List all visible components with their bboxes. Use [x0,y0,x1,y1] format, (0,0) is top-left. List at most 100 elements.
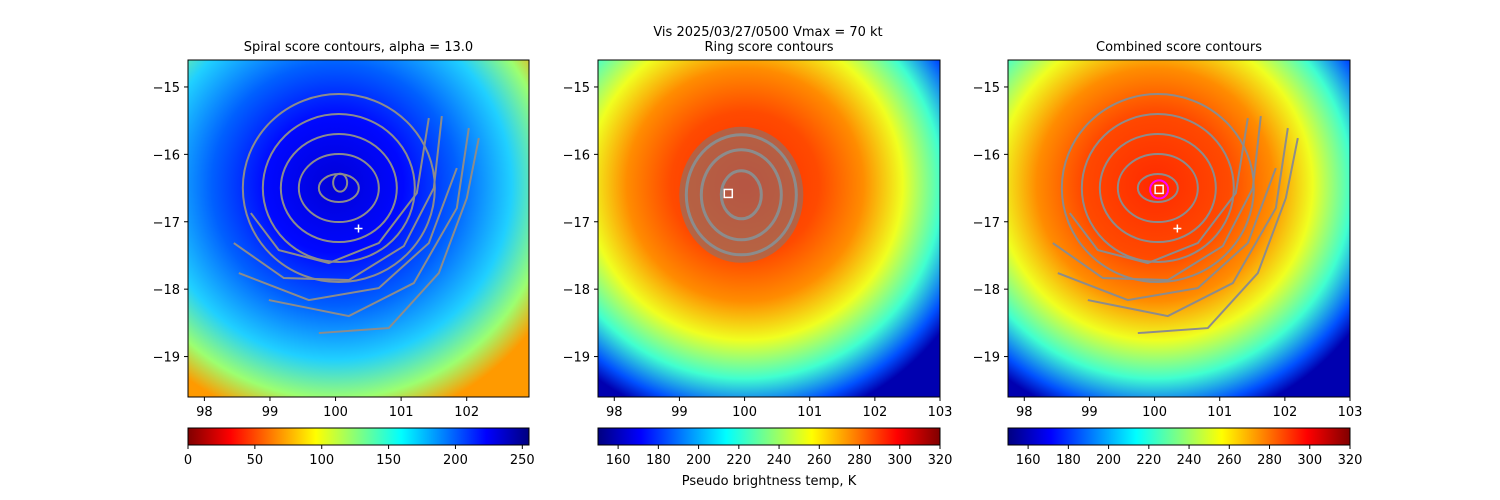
y-tick-label: −17 [973,216,1000,231]
colorbar-tick-label: 260 [807,453,832,468]
contours [1052,93,1299,335]
center-square-marker [723,188,734,199]
ring-score-region [679,126,804,263]
colorbar-tick-label: 260 [1217,453,1242,468]
colorbar-tick-label: 300 [887,453,912,468]
center-plus-marker [1173,224,1182,233]
x-tick-label: 99 [262,405,279,420]
colorbar-tick-label: 220 [726,453,751,468]
x-tick-label: 101 [797,405,822,420]
colorbar [1007,427,1351,446]
colorbar-tick-label: 180 [1056,453,1081,468]
best-center-circle [1149,179,1170,200]
contour-line [1098,133,1217,244]
eye-contour [332,172,349,193]
y-tick-label: −19 [153,351,180,366]
x-tick-label: 102 [862,405,887,420]
colorbar-tick-label: 320 [1338,453,1363,468]
contour-line [1052,115,1262,282]
y-tick-label: −16 [563,148,590,163]
contour-line [318,137,480,335]
contour-line [261,113,416,264]
panel-title: Spiral score contours, alpha = 13.0 [244,40,473,55]
colorbar-tick-label: 240 [1177,453,1202,468]
axes-frame [187,59,530,398]
colorbar-tick-label: 200 [686,453,711,468]
panel-3: Combined score contours 98 99 100 101 102 103 −… [973,40,1363,468]
contour-line [1136,173,1179,204]
center-plus-marker [354,224,363,233]
contour-line [279,133,398,244]
y-tick-label: −15 [153,81,180,96]
y-tick-label: −18 [563,283,590,298]
colorbar-tick-label: 180 [646,453,671,468]
x-tick-label: 103 [928,405,953,420]
contour-line [699,148,783,242]
y-tick-label: −17 [153,216,180,231]
x-tick-label: 101 [389,405,414,420]
colorbar [187,427,530,446]
x-tick-label: 100 [323,405,348,420]
contour-line [1057,167,1277,302]
colorbar-tick-label: 220 [1136,453,1161,468]
x-tick-label: 100 [1142,405,1167,420]
x-tick-label: 102 [1272,405,1297,420]
y-tick-label: −15 [973,81,1000,96]
x-tick-label: 100 [732,405,757,420]
colorbar-tick-label: 0 [184,453,192,468]
axes-frame [1007,59,1351,398]
contour-line [719,169,763,221]
colorbar-tick-label: 320 [928,453,953,468]
x-tick-label: 98 [1016,405,1033,420]
contour-line [250,117,430,265]
y-tick-label: −15 [563,81,590,96]
colorbar-tick-label: 100 [309,453,334,468]
colorbar-tick-label: 200 [443,453,468,468]
colorbar-tick-label: 160 [606,453,631,468]
y-tick-label: −19 [973,351,1000,366]
colorbar-tick-label: 250 [510,453,535,468]
colorbar-tick-label: 240 [767,453,792,468]
contour-line [684,133,798,257]
contour-line [1116,153,1199,224]
panel-title: Combined score contours [1096,40,1262,55]
y-tick-label: −17 [563,216,590,231]
colorbar-label: Pseudo brightness temp, K [682,474,857,489]
panel-2: Ring score contours 98 99 100 101 102 103 −15 −1… [563,40,953,489]
colorbar-tick-label: 280 [847,453,872,468]
axes-frame [597,59,941,398]
x-tick-label: 99 [1081,405,1098,420]
y-tick-label: −18 [973,283,1000,298]
colorbar-tick-label: 200 [1096,453,1121,468]
panel-title: Ring score contours [704,40,833,55]
colorbar-tick-label: 280 [1257,453,1282,468]
x-tick-label: 99 [671,405,688,420]
y-tick-label: −16 [153,148,180,163]
contour-line [297,153,380,224]
contour-line [1137,137,1299,335]
colorbar [597,427,941,446]
panel-1: Spiral score contours, alpha = 13.0 98 99 1… [153,40,535,468]
best-center-square [1154,184,1164,195]
contour-line [268,127,470,318]
x-tick-label: 98 [196,405,213,420]
x-tick-label: 103 [1338,405,1363,420]
colorbar-tick-label: 300 [1297,453,1322,468]
contours [233,93,480,335]
x-tick-label: 101 [1207,405,1232,420]
y-tick-label: −16 [973,148,1000,163]
figure-suptitle: Vis 2025/03/27/0500 Vmax = 70 kt [653,25,882,40]
y-tick-label: −18 [153,283,180,298]
colorbar-tick-label: 150 [376,453,401,468]
colorbar-tick-label: 160 [1016,453,1041,468]
contours [679,126,804,263]
contour-line [238,167,458,302]
x-tick-label: 102 [454,405,479,420]
colorbar-tick-label: 50 [247,453,264,468]
contour-line [233,115,443,282]
x-tick-label: 98 [606,405,623,420]
contour-line [1087,127,1289,318]
contour-line [1080,113,1235,264]
contour-line [1069,117,1249,265]
